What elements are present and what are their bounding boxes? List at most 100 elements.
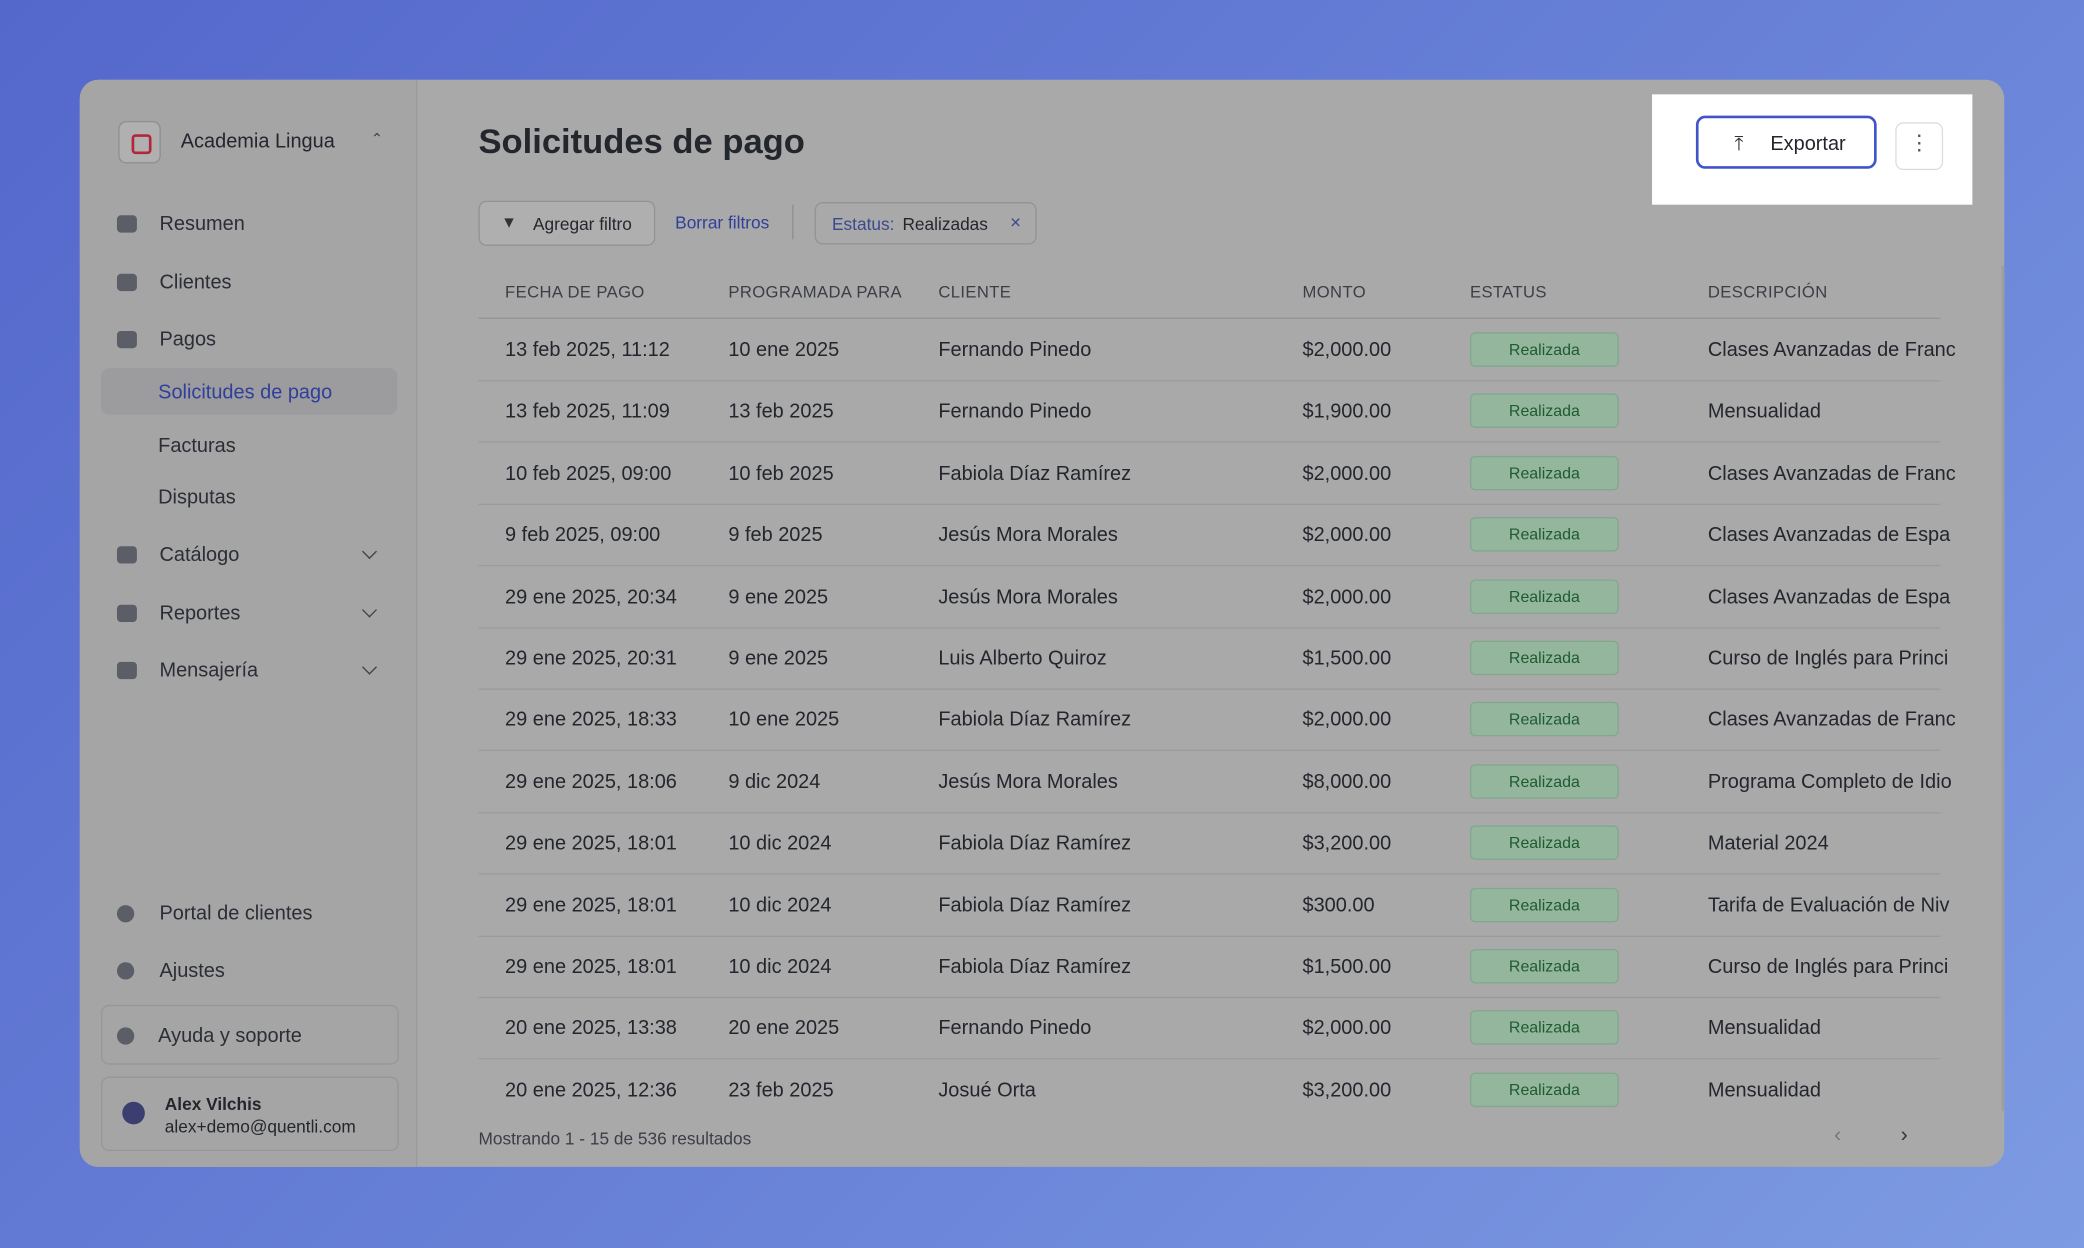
table-cell: $1,900.00 [1302,400,1392,424]
table-cell: $1,500.00 [1302,955,1392,979]
column-header[interactable]: FECHA DE PAGO [505,283,645,302]
table-row[interactable]: 9 feb 2025, 09:00 9 feb 2025 Jesús Mora Mo… [478,504,1950,567]
prev-page[interactable]: ‹ [1834,1124,1842,1147]
table-row[interactable]: 13 feb 2025, 11:12 10 ene 2025 Fernando Pi… [478,319,1956,382]
table-cell: Mensualidad [1707,1017,1821,1040]
table-cell: Fernando Pinedo [938,1017,1092,1040]
sub-nav-item[interactable]: Facturas [158,433,236,457]
org-name[interactable]: Academia Lingua [180,130,335,153]
table-cell: $3,200.00 [1302,1078,1392,1102]
table-cell: Fernando Pinedo [938,338,1092,362]
table-cell: 29 ene 2025, 18:06 [505,770,677,794]
sub-nav-item[interactable]: Solicitudes de pago [158,381,333,405]
table-cell: Clases Avanzadas de Franc [1707,462,1956,485]
status-badge: Realizada [1469,455,1619,491]
table-row[interactable]: 13 feb 2025, 11:09 13 feb 2025 Fernando Pi… [478,381,1941,444]
column-header: ESTATUS [1469,283,1547,302]
table-cell: Tarifa de Evaluación de Niv [1707,893,1950,917]
table-row[interactable]: 10 feb 2025, 09:00 10 feb 2025 Fabiola Día… [478,442,1956,505]
nav-item[interactable]: Clientes [159,270,232,294]
add-filter-label: Agregar filtro [532,213,632,234]
app-window: Academia Lingua ⌃ Resumen Clientes Pagos S… [79,79,2005,1167]
table-cell: 10 feb 2025 [728,462,834,485]
table-cell: Jesús Mora Morales [938,523,1118,547]
user-box[interactable]: Alex Vilchis alex+demo@quentli.com [101,1076,399,1151]
table-row[interactable]: 29 ene 2025, 18:01 10 dic 2024 Fabiola Día… [478,812,1941,875]
header-rule [478,317,1941,319]
active-item-bg [101,368,398,415]
nav-icon [116,273,137,291]
table-cell: 20 ene 2025, 13:38 [505,1017,677,1040]
group-item[interactable]: Catálogo [159,543,240,567]
table-cell: Clases Avanzadas de Franc [1707,708,1956,732]
group-chevron [361,544,378,560]
table-cell: 23 feb 2025 [728,1078,834,1102]
group-item[interactable]: Reportes [159,601,241,625]
nav-item[interactable]: Resumen [159,212,245,236]
help-box [101,1004,399,1065]
table-cell: Curso de Inglés para Princi [1707,647,1949,670]
table-cell: Clases Avanzadas de Espa [1707,523,1951,547]
table-cell: 29 ene 2025, 18:01 [505,832,677,855]
table-row[interactable]: 29 ene 2025, 18:01 10 dic 2024 Fabiola Día… [478,874,1949,937]
table-cell: Curso de Inglés para Princi [1707,955,1949,979]
next-page[interactable]: › [1900,1124,1908,1147]
more-button[interactable]: ⋮ [1895,122,1944,171]
clear-filters[interactable]: Borrar filtros [675,212,770,233]
table-cell: Jesús Mora Morales [938,770,1118,794]
main: Solicitudes de pago ⤒ Exportar ⋮ ▼ Agreg… [417,80,2005,1167]
table-row[interactable]: 20 ene 2025, 13:38 20 ene 2025 Fernando Pi… [478,997,1941,1060]
status-badge: Realizada [1469,578,1619,614]
table-cell: Clases Avanzadas de Espa [1707,585,1951,609]
table-cell: Clases Avanzadas de Franc [1707,338,1956,362]
table-cell: 13 feb 2025 [728,400,834,424]
table-cell: Fabiola Díaz Ramírez [938,832,1132,855]
table-cell: $300.00 [1302,893,1375,917]
table-cell: 9 ene 2025 [728,585,829,609]
nav-icon [116,215,137,233]
table-row[interactable]: 29 ene 2025, 20:31 9 ene 2025 Luis Alberto… [478,627,1948,690]
bottom-item[interactable]: Ayuda y soporte [158,1024,302,1048]
org-switch[interactable]: ⌃ [370,131,384,148]
table-cell: 9 dic 2024 [728,770,821,794]
column-header[interactable]: PROGRAMADA PARA [728,283,903,302]
scrollbar [2001,265,2005,1112]
table-row[interactable]: 29 ene 2025, 20:34 9 ene 2025 Jesús Mora M… [478,566,1950,629]
table-row[interactable]: 29 ene 2025, 18:01 10 dic 2024 Fabiola Día… [478,936,1948,999]
table-cell: 10 dic 2024 [728,832,832,855]
table-row[interactable]: 20 ene 2025, 12:36 23 feb 2025 Josué Orta $… [478,1059,1940,1111]
page-title: Solicitudes de pago [478,120,805,161]
table-cell: Programa Completo de Idio [1707,770,1952,794]
table-cell: $3,200.00 [1302,832,1392,855]
table-cell: Fabiola Díaz Ramírez [938,893,1132,917]
table-cell: 9 feb 2025 [728,523,823,547]
bottom-item[interactable]: Ajustes [159,959,225,983]
export-button[interactable]: ⤒ Exportar [1695,115,1877,169]
pagination-text: Mostrando 1 - 15 de 536 resultados [478,1128,752,1149]
bottom-item[interactable]: Portal de clientes [159,902,313,926]
table-row[interactable]: 29 ene 2025, 18:06 9 dic 2024 Jesús Mora M… [478,751,1952,814]
chip-remove[interactable]: × [1010,211,1021,233]
column-header: MONTO [1302,283,1367,302]
group-item[interactable]: Mensajería [159,659,259,682]
table-cell: $8,000.00 [1302,770,1392,794]
status-badge: Realizada [1469,887,1619,922]
status-badge: Realizada [1469,517,1619,552]
column-header[interactable]: CLIENTE [938,283,1012,302]
table-cell: $2,000.00 [1302,585,1392,609]
table-cell: $1,500.00 [1302,647,1392,670]
add-filter[interactable]: ▼ Agregar filtro [478,200,656,246]
sub-nav-item[interactable]: Disputas [158,486,236,510]
status-badge: Realizada [1469,702,1619,737]
table-row[interactable]: 29 ene 2025, 18:33 10 ene 2025 Fabiola Día… [478,689,1956,752]
filter-chip[interactable]: Estatus: Realizadas × [814,202,1037,245]
table-cell: 10 dic 2024 [728,955,832,979]
status-badge: Realizada [1469,825,1619,861]
export-icon: ⤒ [1734,132,1744,156]
table-cell: 10 ene 2025 [728,708,840,732]
table-cell: Fabiola Díaz Ramírez [938,955,1132,979]
nav-item[interactable]: Pagos [159,328,217,351]
table-cell: Luis Alberto Quiroz [938,647,1107,670]
table-cell: 9 ene 2025 [728,647,829,670]
